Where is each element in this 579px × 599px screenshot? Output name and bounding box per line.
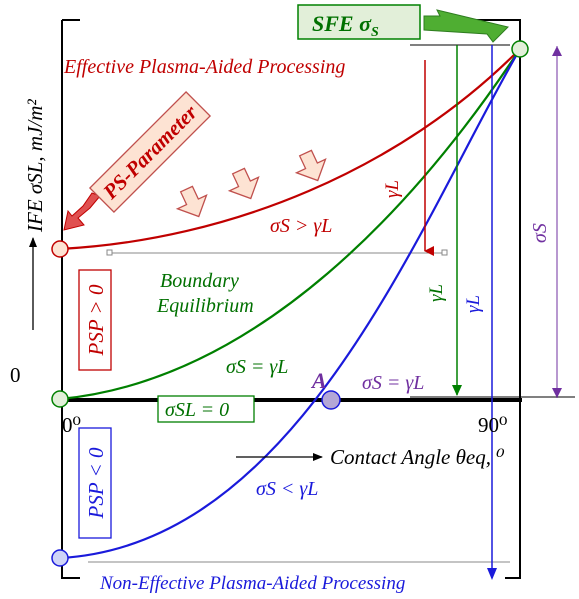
- sfe-pointer-arrow: [423, 9, 509, 43]
- red-curve: [59, 48, 521, 251]
- pressure-arrow-3: [175, 185, 208, 218]
- endpoint-green-start: [51, 390, 69, 408]
- sigma-lt-gamma-label: σS < γL: [256, 478, 318, 500]
- sigma-sl-zero-box: [157, 395, 255, 423]
- sigma-s-right-label: σS: [529, 223, 551, 243]
- x-end-label: 90⁰: [478, 413, 507, 437]
- green-curve: [59, 48, 521, 401]
- frame-right: [470, 19, 521, 579]
- pressure-arrow-1: [294, 149, 327, 182]
- blue-curve: [59, 48, 521, 560]
- sigma-sl-zero-label: σSL = 0: [165, 399, 229, 421]
- endpoint-red-start: [51, 240, 69, 258]
- sigma-gt-gamma-label: σS > γL: [270, 215, 332, 237]
- zero-label: 0: [10, 363, 21, 387]
- psp-negative-box: PSP < 0: [78, 427, 112, 539]
- frame-left: [61, 20, 80, 579]
- x-start-label: 0⁰: [62, 413, 81, 437]
- effective-processing-label: Effective Plasma-Aided Processing: [63, 56, 345, 78]
- boundary-label-line2: Equilibrium: [156, 295, 254, 317]
- point-a-label: A: [310, 368, 327, 393]
- baseline-handle-left: [106, 249, 113, 256]
- sigma-s-arrow-top: [552, 46, 562, 56]
- gamma-blue-label: γL: [463, 295, 484, 313]
- sfe-box: [297, 4, 421, 40]
- gamma-green-arrowhead: [452, 385, 462, 396]
- gamma-red-label: γL: [382, 180, 403, 198]
- ps-parameter-arrow: [63, 192, 101, 231]
- non-effective-processing-label: Non-Effective Plasma-Aided Processing: [99, 573, 405, 594]
- x-axis-label: Contact Angle θeq, ⁰: [330, 445, 505, 469]
- gamma-green-label: γL: [426, 284, 447, 302]
- point-a-marker: [321, 390, 341, 410]
- psp-positive-box: PSP > 0: [78, 269, 112, 371]
- gamma-blue-arrowhead: [487, 568, 497, 580]
- sigma-s-arrow-bottom: [552, 388, 562, 398]
- pressure-arrow-2: [227, 167, 260, 200]
- boundary-label-line1: Boundary: [160, 270, 239, 292]
- endpoint-blue-start: [51, 549, 69, 567]
- sigma-eq-gamma-purple-label: σS = γL: [362, 372, 424, 394]
- endpoint-90-top: [511, 40, 529, 58]
- sigma-eq-gamma-green-label: σS = γL: [226, 356, 288, 378]
- psp-positive-label: PSP > 0: [84, 284, 108, 356]
- baseline-handle-right: [441, 249, 448, 256]
- sfe-label: SFE σS: [312, 11, 379, 40]
- psp-negative-label: PSP < 0: [84, 447, 108, 519]
- y-axis-label: IFE σSL, mJ/m²: [23, 99, 47, 233]
